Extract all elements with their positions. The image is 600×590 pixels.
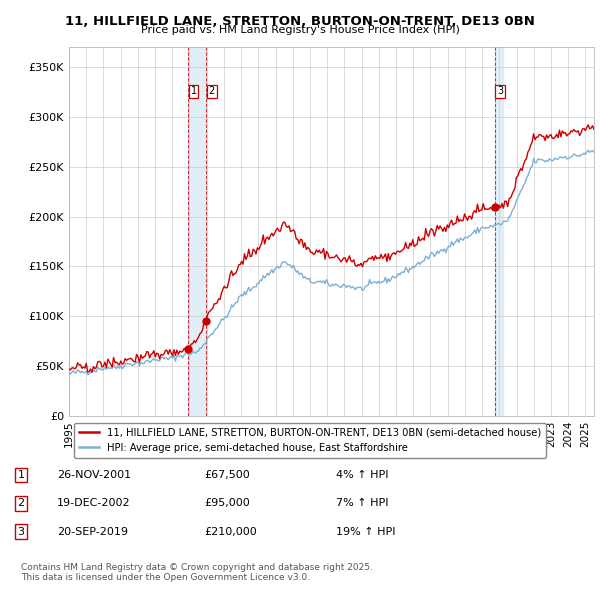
Text: £67,500: £67,500 <box>204 470 250 480</box>
Bar <box>494 47 503 416</box>
Text: 3: 3 <box>17 527 25 536</box>
Text: 19-DEC-2002: 19-DEC-2002 <box>57 499 131 508</box>
Text: Contains HM Land Registry data © Crown copyright and database right 2025.
This d: Contains HM Land Registry data © Crown c… <box>21 563 373 582</box>
Text: 7% ↑ HPI: 7% ↑ HPI <box>336 499 389 508</box>
Text: £210,000: £210,000 <box>204 527 257 536</box>
Text: 1: 1 <box>191 87 197 96</box>
Text: 3: 3 <box>497 87 503 96</box>
Text: 1: 1 <box>17 470 25 480</box>
Text: 2: 2 <box>209 87 215 96</box>
Bar <box>188 47 206 416</box>
Text: 2: 2 <box>17 499 25 508</box>
Text: 26-NOV-2001: 26-NOV-2001 <box>57 470 131 480</box>
Text: 4% ↑ HPI: 4% ↑ HPI <box>336 470 389 480</box>
Text: £95,000: £95,000 <box>204 499 250 508</box>
Text: 20-SEP-2019: 20-SEP-2019 <box>57 527 128 536</box>
Text: 19% ↑ HPI: 19% ↑ HPI <box>336 527 395 536</box>
Text: 11, HILLFIELD LANE, STRETTON, BURTON-ON-TRENT, DE13 0BN: 11, HILLFIELD LANE, STRETTON, BURTON-ON-… <box>65 15 535 28</box>
Legend: 11, HILLFIELD LANE, STRETTON, BURTON-ON-TRENT, DE13 0BN (semi-detached house), H: 11, HILLFIELD LANE, STRETTON, BURTON-ON-… <box>74 423 546 458</box>
Text: Price paid vs. HM Land Registry's House Price Index (HPI): Price paid vs. HM Land Registry's House … <box>140 25 460 35</box>
